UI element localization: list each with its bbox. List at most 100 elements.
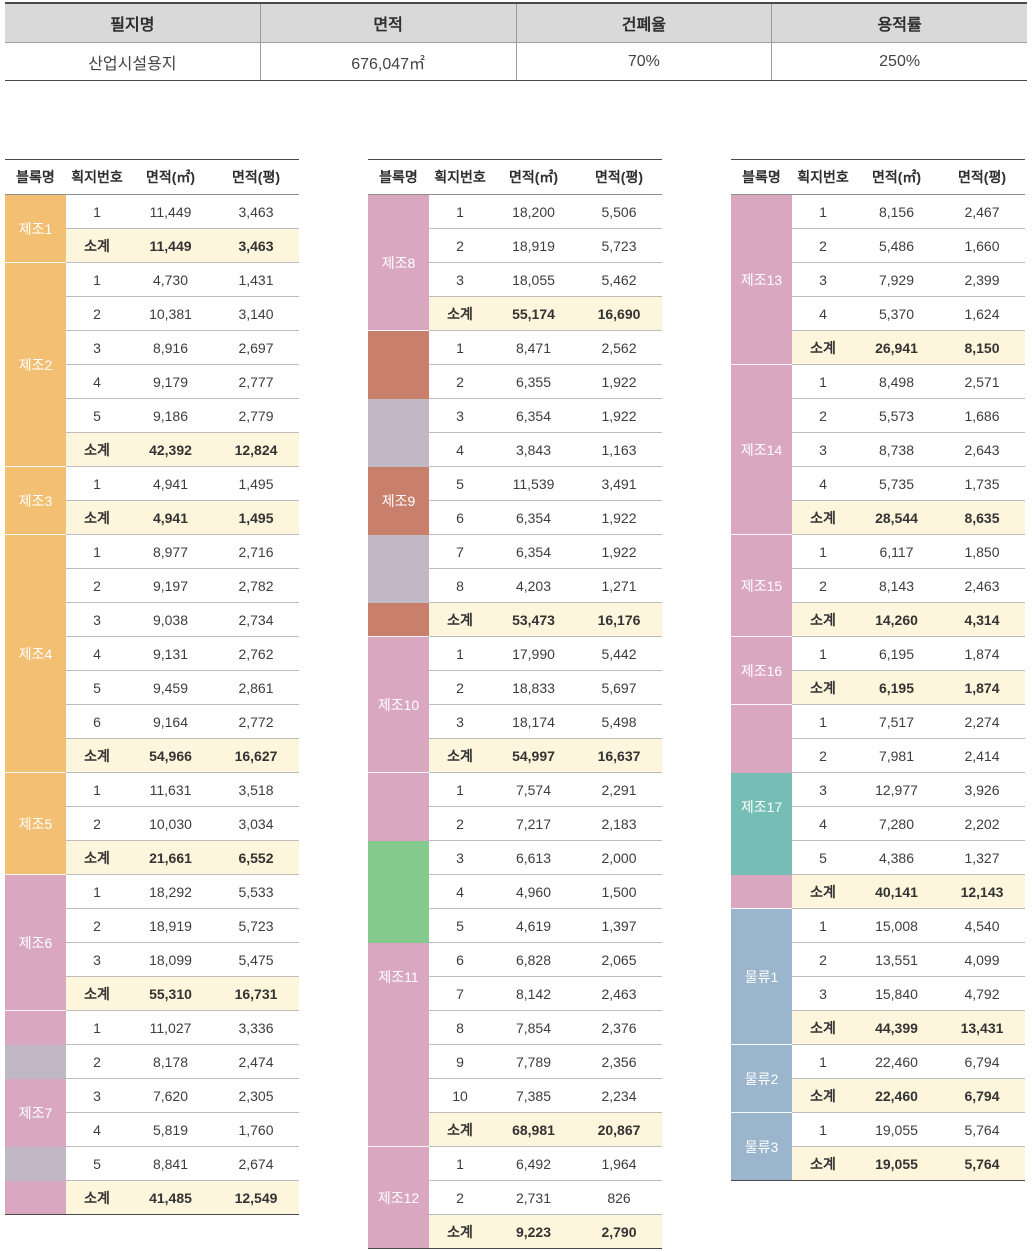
area-m2-value: 12,977: [875, 781, 918, 798]
block-color-cell: [5, 1147, 66, 1181]
header-area-pyeong: 면적(평): [958, 169, 1006, 185]
block-color-cell: [368, 399, 429, 467]
parcel-row: 3 9,038 2,734: [66, 603, 299, 637]
area-pyeong-value: 16,176: [597, 611, 641, 628]
parcel-number: 소계: [810, 679, 836, 696]
area-m2-value: 28,544: [875, 509, 918, 526]
parcel-row: 1 4,730 1,431: [66, 263, 299, 297]
subtotal-row: 소계 22,460 6,794: [792, 1079, 1025, 1113]
parcel-row: 3 6,354 1,922: [429, 399, 662, 433]
area-m2-value: 41,485: [149, 1189, 192, 1206]
parcel-row: 1 18,200 5,506: [429, 195, 662, 229]
block-table-header: 블록명 획지번호 면적(㎡) 면적(평): [731, 159, 1025, 195]
parcel-number: 2: [819, 951, 827, 968]
parcel-row: 3 6,613 2,000: [429, 841, 662, 875]
area-pyeong-value: 826: [607, 1189, 631, 1206]
area-pyeong-value: 2,399: [964, 271, 1000, 288]
area-pyeong-value: 1,431: [238, 271, 274, 288]
block-color-cell: [368, 467, 429, 535]
area-m2-value: 6,117: [879, 543, 914, 560]
area-m2-value: 8,143: [878, 577, 915, 594]
area-m2-value: 8,471: [515, 339, 552, 356]
subtotal-row: 소계 9,223 2,790: [429, 1215, 662, 1249]
area-m2-value: 6,354: [515, 509, 552, 526]
parcel-row: 1 19,055 5,764: [792, 1113, 1025, 1147]
parcel-row: 2 8,143 2,463: [792, 569, 1025, 603]
area-m2-value: 19,055: [875, 1155, 918, 1172]
area-m2-value: 10,030: [149, 815, 192, 832]
block-separator: [368, 636, 429, 637]
block-name: 물류1: [744, 969, 779, 985]
area-m2-value: 6,195: [878, 679, 915, 696]
area-m2-value: 18,099: [149, 951, 192, 968]
area-m2-value: 8,841: [152, 1155, 189, 1172]
parcel-number: 9: [456, 1053, 464, 1070]
parcel-row: 6 9,164 2,772: [66, 705, 299, 739]
area-pyeong-value: 2,183: [601, 815, 637, 832]
parcel-row: 2 7,217 2,183: [429, 807, 662, 841]
parcel-number: 3: [93, 1087, 101, 1104]
area-pyeong-value: 2,065: [601, 951, 637, 968]
parcel-number: 1: [93, 781, 101, 798]
parcel-number: 1: [819, 713, 827, 730]
area-pyeong-value: 1,922: [601, 543, 637, 560]
parcel-row: 5 4,619 1,397: [429, 909, 662, 943]
parcel-number: 2: [456, 679, 464, 696]
header-area-m2: 면적(㎡): [145, 169, 196, 185]
parcel-row: 2 5,573 1,686: [792, 399, 1025, 433]
parcel-row: 9 7,789 2,356: [429, 1045, 662, 1079]
area-m2-value: 9,223: [515, 1223, 552, 1240]
area-pyeong-value: 2,790: [601, 1223, 637, 1240]
parcel-number: 1: [819, 203, 827, 220]
header-area-pyeong: 면적(평): [232, 169, 280, 185]
subtotal-row: 소계 28,544 8,635: [792, 501, 1025, 535]
area-pyeong-value: 5,697: [601, 679, 637, 696]
parcel-number: 3: [456, 849, 464, 866]
parcel-number: 5: [819, 849, 827, 866]
parcel-row: 5 4,386 1,327: [792, 841, 1025, 875]
block-table-header: 블록명 획지번호 면적(㎡) 면적(평): [5, 159, 299, 195]
parcel-number: 1: [456, 645, 464, 662]
area-pyeong-value: 1,397: [601, 917, 637, 934]
area-m2-value: 40,141: [875, 883, 918, 900]
summary-value-parcel-name: 산업시설용지: [88, 55, 177, 73]
parcel-row: 4 9,179 2,777: [66, 365, 299, 399]
block-separator: [368, 330, 429, 331]
area-pyeong-value: 3,140: [238, 305, 274, 322]
area-pyeong-value: 5,533: [238, 883, 274, 900]
area-pyeong-value: 3,463: [238, 237, 274, 254]
subtotal-row: 소계 11,449 3,463: [66, 229, 299, 263]
area-m2-value: 54,966: [149, 747, 192, 764]
area-m2-value: 15,008: [875, 917, 918, 934]
parcel-number: 1: [819, 373, 827, 390]
parcel-number: 1: [819, 645, 827, 662]
area-pyeong-value: 6,552: [238, 849, 274, 866]
area-pyeong-value: 1,874: [964, 679, 1000, 696]
subtotal-row: 소계 40,141 12,143: [792, 875, 1025, 909]
area-pyeong-value: 1,874: [964, 645, 1000, 662]
block-separator: [731, 534, 792, 535]
parcel-number: 소계: [810, 509, 836, 526]
area-pyeong-value: 5,506: [601, 203, 637, 220]
subtotal-row: 소계 54,997 16,637: [429, 739, 662, 773]
area-m2-value: 5,573: [878, 407, 915, 424]
area-m2-value: 18,055: [512, 271, 555, 288]
area-m2-value: 6,613: [515, 849, 552, 866]
block-separator: [731, 704, 792, 705]
area-pyeong-value: 12,549: [234, 1189, 278, 1206]
header-area-pyeong: 면적(평): [595, 169, 643, 185]
area-pyeong-value: 2,861: [238, 679, 274, 696]
parcel-number: 3: [93, 339, 101, 356]
parcel-number: 1: [456, 339, 464, 356]
parcel-row: 2 18,919 5,723: [429, 229, 662, 263]
parcel-row: 2 13,551 4,099: [792, 943, 1025, 977]
area-pyeong-value: 2,202: [964, 815, 1000, 832]
block-separator: [731, 636, 792, 637]
block-name: 제조7: [18, 1105, 53, 1121]
parcel-row: 1 15,008 4,540: [792, 909, 1025, 943]
area-m2-value: 18,833: [512, 679, 555, 696]
parcel-number: 5: [456, 475, 464, 492]
area-m2-value: 8,738: [878, 441, 915, 458]
header-block-name: 블록명: [742, 169, 781, 185]
parcel-number: 1: [456, 1155, 464, 1172]
